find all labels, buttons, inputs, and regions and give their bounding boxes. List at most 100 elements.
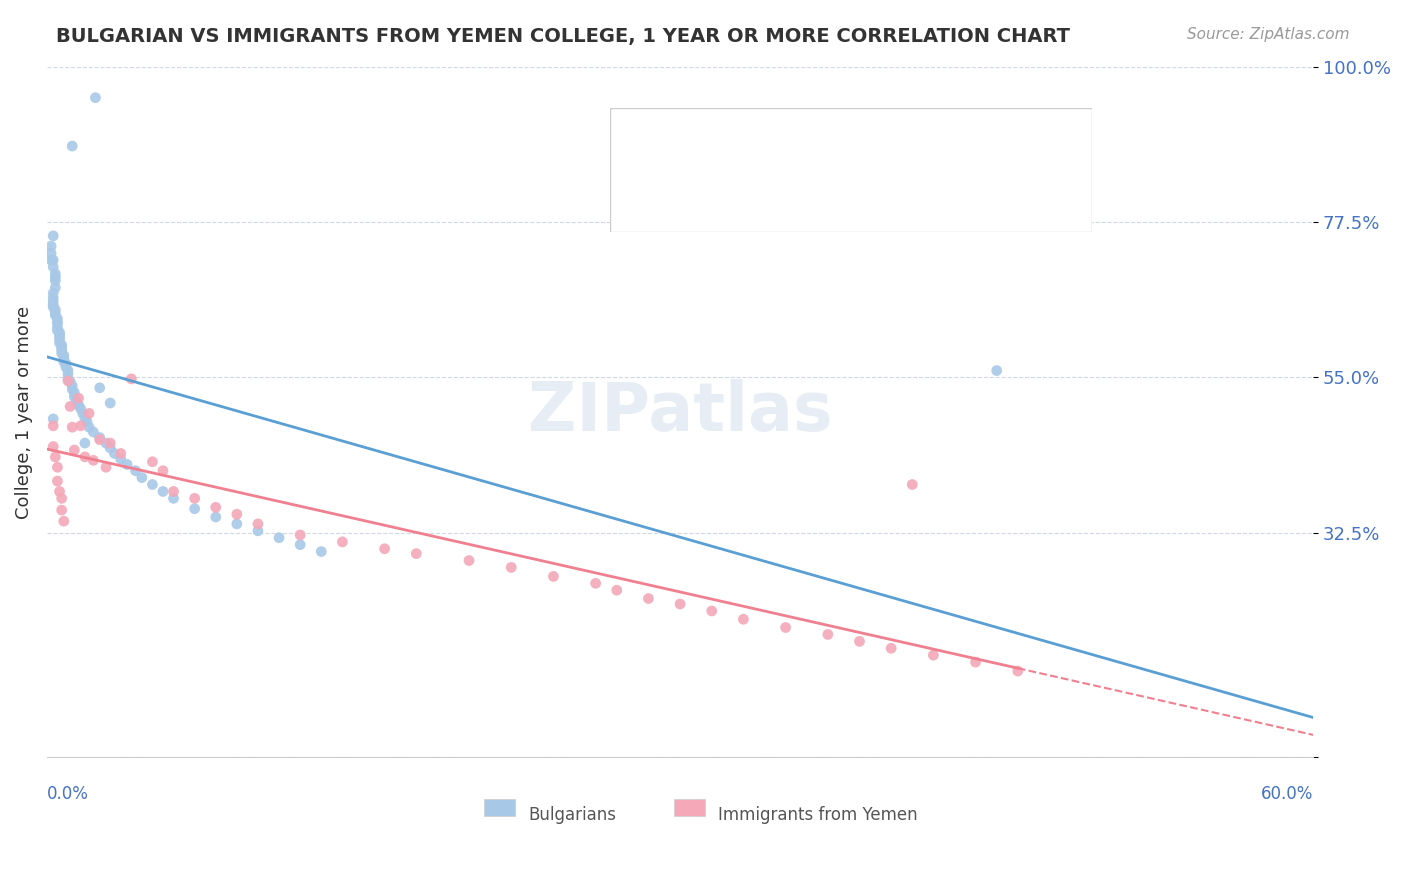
Point <box>141 477 163 491</box>
Point <box>67 398 90 412</box>
Point <box>267 531 290 545</box>
Text: ZIPatlas: ZIPatlas <box>527 379 832 445</box>
Point <box>60 378 83 392</box>
Point <box>204 500 226 515</box>
Point <box>225 516 247 531</box>
Point <box>46 315 69 329</box>
Point <box>56 372 79 386</box>
Point <box>63 385 86 400</box>
Point <box>141 455 163 469</box>
Text: Source: ZipAtlas.com: Source: ZipAtlas.com <box>1187 27 1350 42</box>
Point <box>98 436 121 450</box>
Point <box>115 458 138 472</box>
Y-axis label: College, 1 year or more: College, 1 year or more <box>15 305 32 518</box>
Point <box>44 267 66 281</box>
Point <box>152 484 174 499</box>
Point <box>42 291 65 305</box>
Point <box>288 538 311 552</box>
Point <box>374 541 396 556</box>
Point <box>120 372 142 386</box>
Point <box>44 274 66 288</box>
Point <box>48 327 70 342</box>
Point <box>48 484 70 499</box>
Point <box>56 363 79 377</box>
Point <box>42 298 65 312</box>
Point <box>162 484 184 499</box>
Point <box>56 374 79 388</box>
Point <box>73 411 96 425</box>
Point <box>98 396 121 410</box>
Point <box>543 569 565 583</box>
Text: Immigrants from Yemen: Immigrants from Yemen <box>718 805 918 823</box>
Point <box>152 464 174 478</box>
Point <box>965 655 987 669</box>
Point <box>183 501 205 516</box>
Point <box>72 406 94 420</box>
Point <box>82 425 104 439</box>
Point <box>311 544 333 558</box>
Point <box>817 627 839 641</box>
Point <box>84 91 107 105</box>
Point <box>46 474 69 488</box>
Point <box>46 311 69 326</box>
Point <box>51 491 73 506</box>
Point <box>606 583 628 598</box>
Point <box>775 621 797 635</box>
Point <box>288 528 311 542</box>
Point <box>94 460 117 475</box>
Point <box>42 300 65 314</box>
Point <box>82 453 104 467</box>
Point <box>42 253 65 268</box>
Point <box>59 400 82 414</box>
Point <box>110 446 132 460</box>
Point <box>46 460 69 475</box>
Point <box>131 470 153 484</box>
Point <box>51 503 73 517</box>
Point <box>48 333 70 347</box>
Point <box>42 228 65 243</box>
Point <box>60 420 83 434</box>
Point <box>669 597 692 611</box>
Point <box>55 357 77 371</box>
Point <box>52 354 75 368</box>
Point <box>63 390 86 404</box>
Point <box>162 491 184 506</box>
Point <box>183 491 205 506</box>
Point <box>44 306 66 320</box>
Point <box>69 401 91 416</box>
Point <box>46 324 69 338</box>
Point <box>94 436 117 450</box>
Text: 0.0%: 0.0% <box>46 785 89 803</box>
Point <box>52 351 75 365</box>
Text: 60.0%: 60.0% <box>1261 785 1313 803</box>
Point <box>67 391 90 405</box>
Point <box>42 418 65 433</box>
Point <box>44 302 66 317</box>
Point <box>733 612 755 626</box>
Point <box>42 260 65 274</box>
Point <box>501 560 523 574</box>
Point <box>48 326 70 340</box>
Point <box>52 514 75 528</box>
Text: Bulgarians: Bulgarians <box>529 805 616 823</box>
Point <box>56 367 79 381</box>
Bar <box>673 799 706 816</box>
Point <box>51 341 73 355</box>
Point <box>69 418 91 433</box>
Point <box>124 464 146 478</box>
Point <box>89 431 111 445</box>
Point <box>225 508 247 522</box>
Point <box>637 591 659 606</box>
Point <box>51 346 73 360</box>
Point <box>110 452 132 467</box>
Point <box>98 441 121 455</box>
Point <box>89 433 111 447</box>
Point <box>42 440 65 454</box>
Text: BULGARIAN VS IMMIGRANTS FROM YEMEN COLLEGE, 1 YEAR OR MORE CORRELATION CHART: BULGARIAN VS IMMIGRANTS FROM YEMEN COLLE… <box>56 27 1070 45</box>
Point <box>246 516 269 531</box>
Point <box>76 415 98 429</box>
Point <box>44 280 66 294</box>
Point <box>44 450 66 464</box>
Point <box>458 553 481 567</box>
Point <box>103 446 125 460</box>
